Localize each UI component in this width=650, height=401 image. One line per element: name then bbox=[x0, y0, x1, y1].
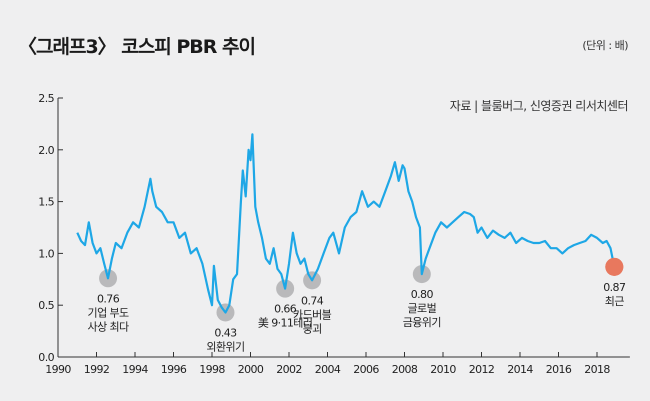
x-tick-label: 1998 bbox=[199, 363, 225, 376]
pbr-series-line bbox=[76, 133, 616, 314]
x-tick-label: 2012 bbox=[469, 363, 495, 376]
x-tick-label: 2014 bbox=[507, 363, 533, 376]
source-label: 자료 | 블룸버그, 신영증권 리서치센터 bbox=[449, 99, 629, 113]
x-tick-label: 1990 bbox=[45, 363, 71, 376]
x-tick-label: 2004 bbox=[315, 363, 341, 376]
annotation-value: 0.80 bbox=[411, 288, 434, 301]
annotation-value: 0.66 bbox=[274, 303, 297, 316]
x-tick-label: 2016 bbox=[546, 363, 572, 376]
annotation-value: 0.74 bbox=[301, 294, 324, 307]
y-tick-label: 0.0 bbox=[38, 351, 54, 364]
x-tick-label: 2002 bbox=[276, 363, 302, 376]
y-tick-label: 2.5 bbox=[38, 92, 54, 105]
y-tick-label: 0.5 bbox=[38, 299, 54, 312]
latest-marker bbox=[605, 257, 624, 276]
x-tick-label: 2018 bbox=[584, 363, 610, 376]
x-tick-label: 2010 bbox=[430, 363, 456, 376]
annotation-label: 외환위기 bbox=[206, 340, 244, 353]
annotation-label: 붕괴 bbox=[303, 322, 322, 335]
x-tick-label: 1994 bbox=[122, 363, 148, 376]
annotation-value: 0.43 bbox=[214, 326, 237, 339]
annotation-label: 카드버블 bbox=[293, 308, 332, 321]
annotation-value: 0.76 bbox=[97, 292, 120, 305]
annotation-label: 사상 최다 bbox=[88, 320, 129, 333]
y-tick-label: 2.0 bbox=[38, 144, 54, 157]
annotation-label: 글로벌 bbox=[408, 302, 437, 315]
unit-label: (단위 : 배) bbox=[582, 39, 628, 52]
annotation-value: 0.87 bbox=[603, 281, 626, 294]
x-tick-label: 1992 bbox=[84, 363, 110, 376]
x-tick-label: 2006 bbox=[353, 363, 379, 376]
y-tick-label: 1.0 bbox=[38, 247, 54, 260]
annotation-label: 최근 bbox=[605, 295, 625, 308]
y-tick-label: 1.5 bbox=[38, 196, 54, 209]
annotation-label: 美 9·11테러 bbox=[258, 317, 312, 330]
x-tick-label: 1996 bbox=[161, 363, 187, 376]
chart-title: 〈그래프3〉 코스피 PBR 추이 bbox=[18, 36, 256, 58]
annotation-label: 기업 부도 bbox=[88, 306, 129, 319]
x-tick-label: 2008 bbox=[392, 363, 418, 376]
annotation-label: 금융위기 bbox=[403, 316, 441, 329]
x-tick-label: 2000 bbox=[238, 363, 264, 376]
